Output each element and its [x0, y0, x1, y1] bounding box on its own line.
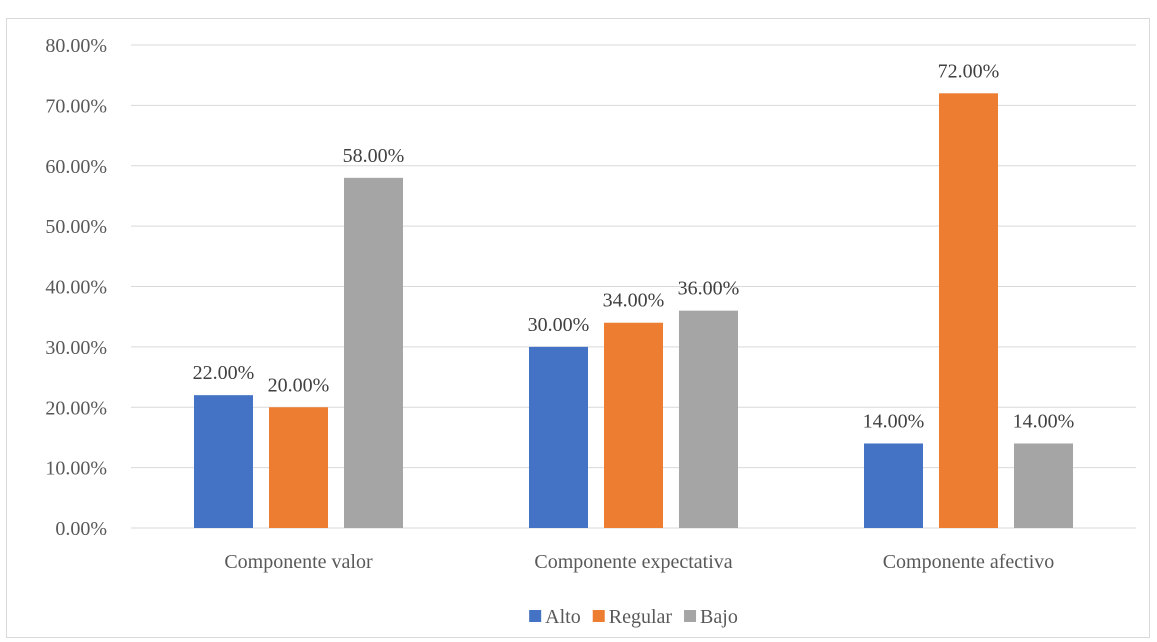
- bar-regular-3: [939, 93, 998, 529]
- data-label-alto-1: 22.00%: [193, 362, 255, 384]
- y-tick-label: 80.00%: [45, 35, 107, 57]
- y-tick-label: 0.00%: [55, 518, 107, 540]
- data-label-regular-2: 34.00%: [603, 290, 665, 312]
- y-axis-tick-labels: 0.00% 10.00% 20.00% 30.00% 40.00% 50.00% 60.00…: [45, 35, 107, 540]
- bar-chart: 0.00% 10.00% 20.00% 30.00% 40.00% 50.00% 60.00…: [45, 35, 1136, 628]
- bar-regular-2: [604, 322, 663, 528]
- bar-bajo-3: [1014, 443, 1073, 528]
- legend-label: Alto: [545, 606, 581, 628]
- legend-label: Bajo: [700, 606, 738, 628]
- category-label: Componente afectivo: [883, 551, 1055, 573]
- data-labels: 22.00% 20.00% 58.00% 30.00% 34.00% 36.00% 14.0…: [193, 60, 1075, 432]
- data-label-alto-3: 14.00%: [863, 410, 925, 432]
- y-tick-label: 50.00%: [45, 216, 107, 238]
- data-label-bajo-3: 14.00%: [1013, 410, 1075, 432]
- bar-bajo-1: [344, 177, 403, 528]
- y-tick-label: 10.00%: [45, 458, 107, 480]
- legend-item-regular: Regular: [592, 606, 673, 628]
- category-label: Componente valor: [224, 551, 373, 573]
- bar-alto-2: [529, 346, 588, 528]
- y-tick-label: 40.00%: [45, 277, 107, 299]
- legend: Alto Regular Bajo: [529, 606, 738, 628]
- category-label: Componente expectativa: [534, 551, 732, 573]
- data-label-alto-2: 30.00%: [528, 314, 590, 336]
- legend-swatch: [529, 610, 542, 622]
- bar-alto-3: [864, 443, 923, 528]
- data-label-regular-1: 20.00%: [268, 374, 330, 396]
- legend-item-bajo: Bajo: [684, 606, 738, 628]
- data-label-bajo-2: 36.00%: [678, 278, 740, 300]
- data-label-regular-3: 72.00%: [938, 60, 1000, 82]
- chart-frame: 0.00% 10.00% 20.00% 30.00% 40.00% 50.00% 60.00…: [6, 18, 1150, 638]
- data-label-bajo-1: 58.00%: [343, 145, 405, 167]
- y-tick-label: 70.00%: [45, 95, 107, 117]
- bars: [194, 93, 1073, 529]
- bar-alto-1: [194, 395, 253, 528]
- legend-item-alto: Alto: [529, 606, 581, 628]
- bar-regular-1: [269, 407, 328, 528]
- x-axis-category-labels: Componente valor Componente expectativa Co…: [224, 551, 1054, 573]
- legend-swatch: [684, 610, 697, 622]
- legend-label: Regular: [609, 606, 673, 628]
- y-tick-label: 60.00%: [45, 156, 107, 178]
- y-tick-label: 20.00%: [45, 397, 107, 419]
- y-tick-label: 30.00%: [45, 337, 107, 359]
- bar-bajo-2: [679, 310, 738, 528]
- legend-swatch: [592, 610, 605, 622]
